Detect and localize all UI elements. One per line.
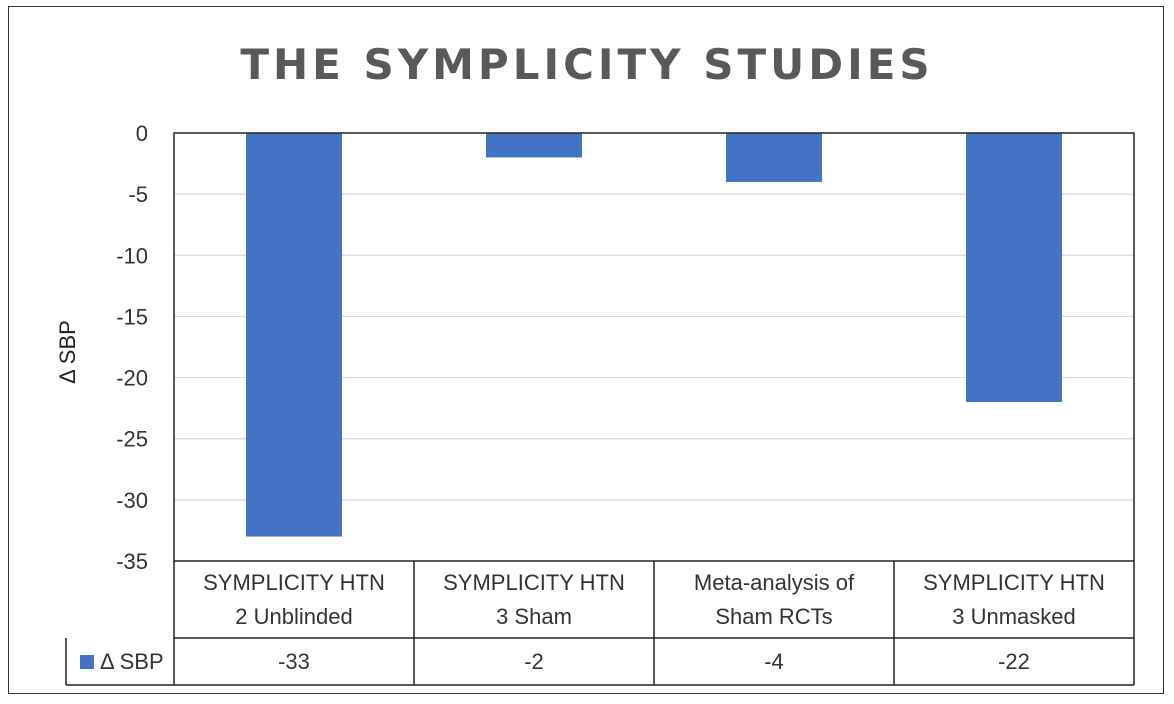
category-label: SYMPLICITY HTN 3 Sham — [443, 569, 625, 629]
bar-3 — [726, 133, 822, 182]
legend-entry: Δ SBP — [66, 638, 174, 685]
data-table-value: -4 — [764, 648, 784, 674]
y-tick-label: -5 — [128, 182, 148, 207]
data-table-value: -22 — [998, 648, 1030, 674]
y-tick-label: -35 — [116, 549, 148, 574]
bar-1 — [246, 133, 342, 537]
chart-title: THE SYMPLICITY STUDIES — [240, 40, 934, 89]
y-tick-label: -30 — [116, 488, 148, 513]
bar-4 — [966, 133, 1062, 403]
legend-swatch — [80, 654, 94, 669]
bar-2 — [486, 133, 582, 158]
y-tick-label: -25 — [116, 427, 148, 452]
data-table-value: -2 — [524, 648, 544, 674]
data-table-value: -33 — [278, 648, 310, 674]
y-tick-label: -15 — [116, 304, 148, 329]
category-label: SYMPLICITY HTN 3 Unmasked — [923, 569, 1105, 629]
y-tick-label: -10 — [116, 243, 148, 268]
y-tick-label: 0 — [136, 121, 148, 146]
legend-label: Δ SBP — [100, 648, 164, 674]
y-tick-label: -20 — [116, 366, 148, 391]
category-label: SYMPLICITY HTN 2 Unblinded — [203, 569, 385, 629]
category-label: Meta-analysis of Sham RCTs — [693, 569, 855, 629]
